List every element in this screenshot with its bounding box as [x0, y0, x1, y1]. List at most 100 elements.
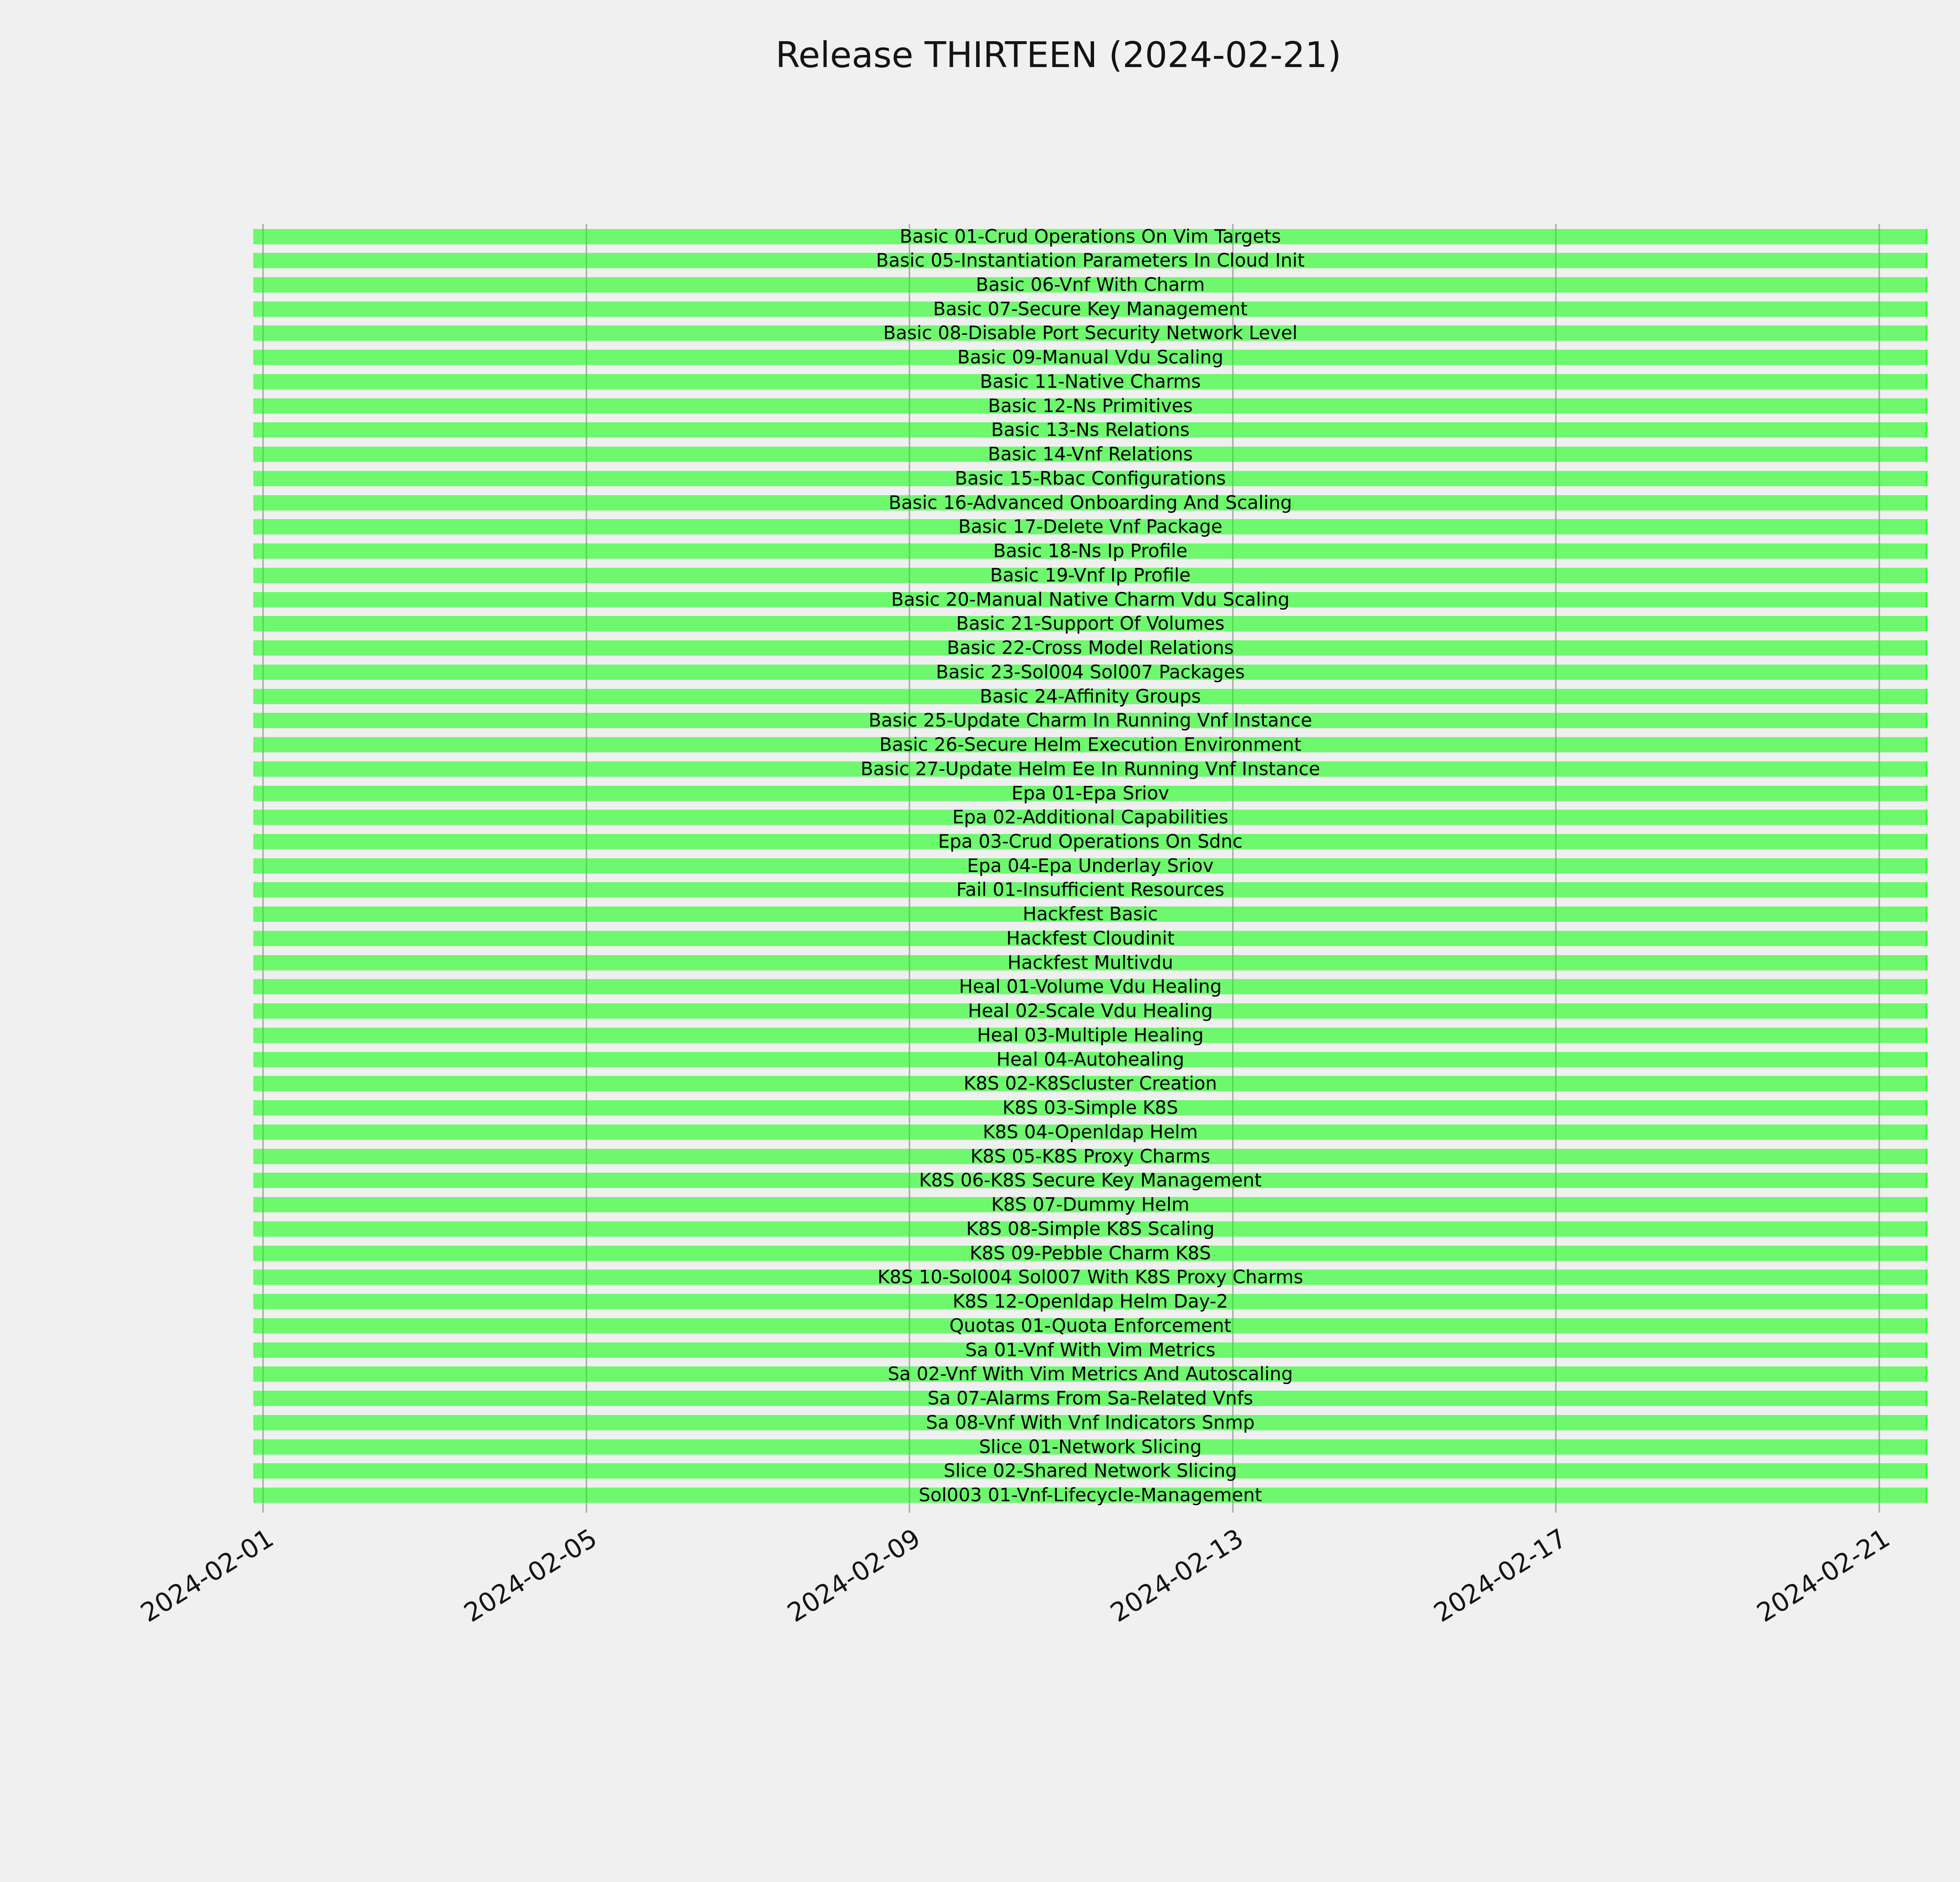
bar-end-cap	[1926, 882, 1927, 898]
task-label: Epa 04-Epa Underlay Sriov	[967, 855, 1214, 877]
gantt-bar: K8S 03-Simple K8S	[253, 1099, 1927, 1117]
gantt-bar: K8S 09-Pebble Charm K8S	[253, 1244, 1927, 1263]
bar-end-cap	[1926, 761, 1927, 777]
task-label: Heal 03-Multiple Healing	[977, 1024, 1204, 1046]
task-label: Slice 01-Network Slicing	[979, 1436, 1202, 1458]
task-label: K8S 07-Dummy Helm	[991, 1194, 1190, 1216]
gantt-bar: Sol003 01-Vnf-Lifecycle-Management	[253, 1486, 1927, 1504]
bar-end-cap	[1926, 616, 1927, 632]
task-label: Basic 21-Support Of Volumes	[956, 613, 1225, 635]
gantt-bar: Basic 09-Manual Vdu Scaling	[253, 347, 1927, 369]
bar-end-cap	[1926, 350, 1927, 365]
bar-end-cap	[1926, 955, 1927, 970]
task-label: Basic 15-Rbac Configurations	[955, 467, 1226, 489]
task-label: Hackfest Basic	[1023, 903, 1158, 925]
task-label: Fail 01-Insufficient Resources	[956, 879, 1225, 901]
bar-end-cap	[1926, 1294, 1927, 1310]
task-label: Heal 04-Autohealing	[996, 1048, 1185, 1070]
bar-end-cap	[1926, 277, 1927, 292]
task-label: K8S 10-Sol004 Sol007 With K8S Proxy Char…	[877, 1266, 1303, 1288]
gantt-bar: Sa 07-Alarms From Sa-Related Vnfs	[253, 1388, 1927, 1410]
task-label: Basic 23-Sol004 Sol007 Packages	[936, 661, 1245, 683]
bar-end-cap	[1926, 1366, 1927, 1382]
bar-end-cap	[1926, 374, 1927, 389]
x-tick-label: 2024-02-13	[1105, 1523, 1249, 1628]
x-tick-label: 2024-02-09	[782, 1523, 926, 1628]
gantt-bar: Fail 01-Insufficient Resources	[253, 879, 1927, 901]
bar-end-cap	[1926, 1197, 1927, 1213]
task-label: Basic 01-Crud Operations On Vim Targets	[900, 225, 1281, 247]
gantt-bar: Basic 17-Delete Vnf Package	[253, 518, 1927, 536]
gantt-bar: Epa 01-Epa Sriov	[253, 782, 1927, 804]
bar-end-cap	[1926, 543, 1927, 559]
bar-end-cap	[1926, 1415, 1927, 1430]
bar-end-cap	[1926, 1100, 1927, 1116]
task-label: Basic 08-Disable Port Security Network L…	[883, 322, 1298, 344]
gantt-bar: K8S 10-Sol004 Sol007 With K8S Proxy Char…	[253, 1266, 1927, 1288]
task-label: Basic 19-Vnf Ip Profile	[990, 564, 1191, 586]
gantt-bar: Basic 05-Instantiation Parameters In Clo…	[253, 250, 1927, 272]
bar-end-cap	[1926, 470, 1927, 486]
bar-end-cap	[1926, 930, 1927, 946]
gantt-bar: Basic 24-Affinity Groups	[253, 687, 1927, 706]
bar-end-cap	[1926, 737, 1927, 753]
bar-end-cap	[1926, 979, 1927, 995]
task-label: Sa 08-Vnf With Vnf Indicators Snmp	[926, 1412, 1255, 1433]
gantt-bar: Basic 11-Native Charms	[253, 372, 1927, 391]
gantt-bar: Basic 25-Update Charm In Running Vnf Ins…	[253, 711, 1927, 730]
task-label: Basic 27-Update Helm Ee In Running Vnf I…	[860, 758, 1320, 780]
bar-end-cap	[1926, 1052, 1927, 1067]
task-label: Basic 26-Secure Helm Execution Environme…	[879, 734, 1301, 756]
task-label: K8S 04-Openldap Helm	[983, 1121, 1198, 1143]
task-label: Hackfest Cloudinit	[1006, 927, 1175, 949]
bar-end-cap	[1926, 1318, 1927, 1333]
gantt-bar: Basic 13-Ns Relations	[253, 421, 1927, 439]
gantt-bar: Basic 16-Advanced Onboarding And Scaling	[253, 494, 1927, 512]
task-label: Basic 09-Manual Vdu Scaling	[957, 347, 1223, 369]
task-label: Basic 12-Ns Primitives	[988, 395, 1193, 417]
task-label: Epa 01-Epa Sriov	[1011, 782, 1169, 804]
bar-end-cap	[1926, 858, 1927, 874]
bar-end-cap	[1926, 1124, 1927, 1140]
gantt-bar: Basic 19-Vnf Ip Profile	[253, 564, 1927, 586]
bar-end-cap	[1926, 834, 1927, 849]
bar-end-cap	[1926, 422, 1927, 438]
task-label: K8S 06-K8S Secure Key Management	[919, 1170, 1262, 1192]
gantt-bar: Sa 01-Vnf With Vim Metrics	[253, 1341, 1927, 1359]
bar-end-cap	[1926, 688, 1927, 704]
gantt-bar: Heal 01-Volume Vdu Healing	[253, 977, 1927, 996]
gantt-bar: Heal 03-Multiple Healing	[253, 1024, 1927, 1046]
gantt-bar: K8S 05-K8S Proxy Charms	[253, 1147, 1927, 1166]
gantt-bar: Basic 21-Support Of Volumes	[253, 613, 1927, 635]
task-label: Epa 03-Crud Operations On Sdnc	[938, 831, 1243, 852]
x-tick-label: 2024-02-17	[1428, 1523, 1572, 1628]
x-tick-label: 2024-02-05	[459, 1523, 603, 1628]
task-label: K8S 12-Openldap Helm Day-2	[953, 1291, 1228, 1313]
bar-end-cap	[1926, 229, 1927, 244]
gantt-bar: Basic 01-Crud Operations On Vim Targets	[253, 225, 1927, 247]
bar-end-cap	[1926, 1391, 1927, 1406]
task-label: Basic 18-Ns Ip Profile	[993, 540, 1188, 562]
chart-title: Release THIRTEEN (2024-02-21)	[775, 35, 1341, 76]
bar-end-cap	[1926, 1245, 1927, 1261]
task-label: Basic 05-Instantiation Parameters In Clo…	[876, 250, 1305, 272]
task-label: Basic 20-Manual Native Charm Vdu Scaling	[891, 589, 1290, 610]
gantt-bar: Epa 03-Crud Operations On Sdnc	[253, 831, 1927, 852]
bar-end-cap	[1926, 906, 1927, 922]
bar-end-cap	[1926, 1463, 1927, 1479]
bar-end-cap	[1926, 1221, 1927, 1237]
task-label: Slice 02-Shared Network Slicing	[944, 1460, 1237, 1482]
gantt-bar: Heal 02-Scale Vdu Healing	[253, 1002, 1927, 1020]
bar-end-cap	[1926, 785, 1927, 801]
task-label: K8S 08-Simple K8S Scaling	[966, 1218, 1215, 1240]
gantt-bar: Basic 20-Manual Native Charm Vdu Scaling	[253, 589, 1927, 610]
gantt-bar: Basic 12-Ns Primitives	[253, 395, 1927, 417]
bar-end-cap	[1926, 1076, 1927, 1092]
gantt-bar: K8S 06-K8S Secure Key Management	[253, 1170, 1927, 1192]
bar-end-cap	[1926, 1342, 1927, 1358]
gantt-bar: Sa 02-Vnf With Vim Metrics And Autoscali…	[253, 1365, 1927, 1383]
bar-end-cap	[1926, 713, 1927, 728]
task-label: Sa 07-Alarms From Sa-Related Vnfs	[927, 1388, 1253, 1410]
gantt-bar: Basic 08-Disable Port Security Network L…	[253, 322, 1927, 344]
bar-end-cap	[1926, 567, 1927, 583]
